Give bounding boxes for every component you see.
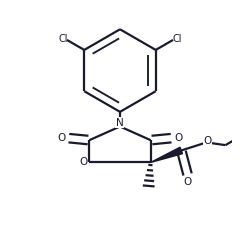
Text: O: O bbox=[57, 133, 66, 143]
Text: Cl: Cl bbox=[58, 34, 67, 44]
Text: O: O bbox=[174, 133, 183, 143]
Text: N: N bbox=[116, 118, 124, 128]
Text: O: O bbox=[204, 136, 212, 147]
Text: O: O bbox=[79, 158, 88, 167]
Text: Cl: Cl bbox=[173, 34, 182, 44]
Polygon shape bbox=[151, 147, 182, 162]
Text: O: O bbox=[184, 177, 192, 187]
